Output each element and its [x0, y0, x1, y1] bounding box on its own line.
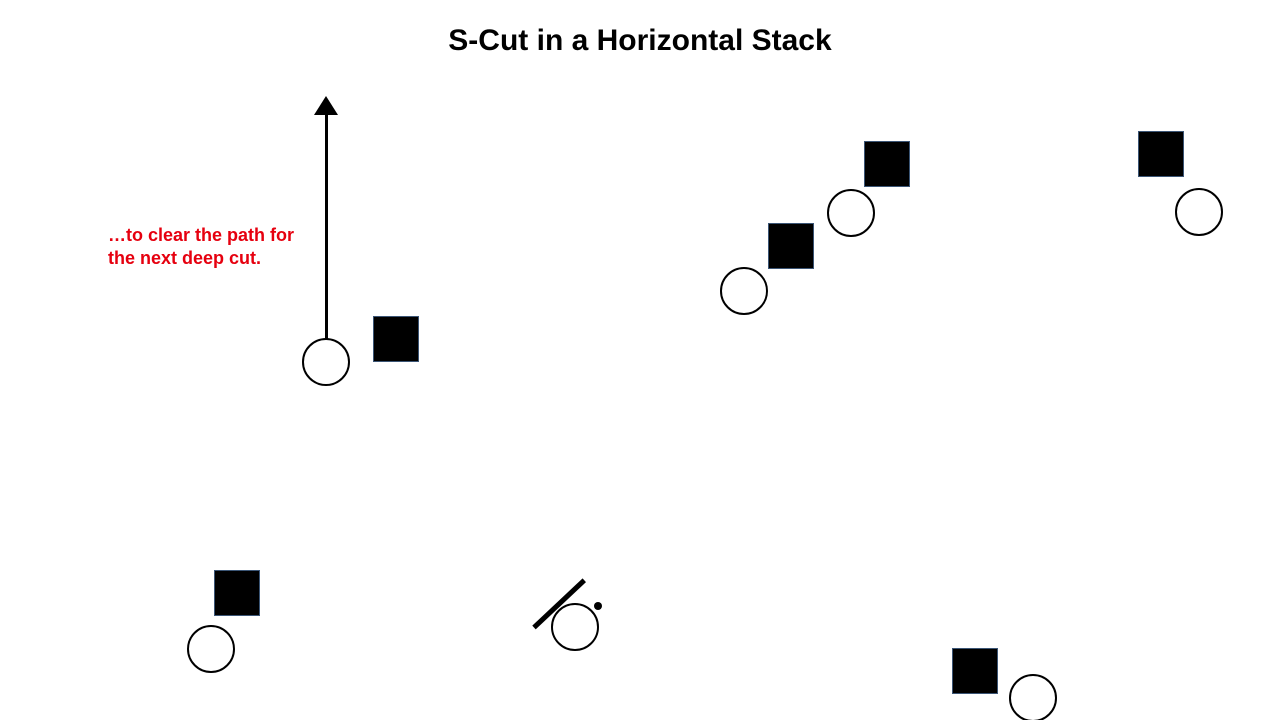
defense-def-stack-3 [864, 141, 910, 187]
defense-def-handler-left [214, 570, 260, 616]
arrow-head-icon [314, 96, 338, 115]
defense-def-stack-2 [768, 223, 814, 269]
offense-stack-4 [1175, 188, 1223, 236]
offense-stack-2 [720, 267, 768, 315]
diagram-title: S-Cut in a Horizontal Stack [0, 24, 1280, 58]
offense-cutter-main [302, 338, 350, 386]
offense-handler-left [187, 625, 235, 673]
defense-def-cutter-main [373, 316, 419, 362]
diagram-stage: S-Cut in a Horizontal Stack …to clear th… [0, 0, 1280, 720]
defense-def-stack-4 [1138, 131, 1184, 177]
offense-handler-right [1009, 674, 1057, 720]
offense-thrower [551, 603, 599, 651]
annotation-text: …to clear the path for the next deep cut… [108, 224, 294, 269]
arrow-shaft [325, 112, 328, 340]
disc-icon [594, 602, 602, 610]
offense-stack-3 [827, 189, 875, 237]
defense-def-handler-right [952, 648, 998, 694]
